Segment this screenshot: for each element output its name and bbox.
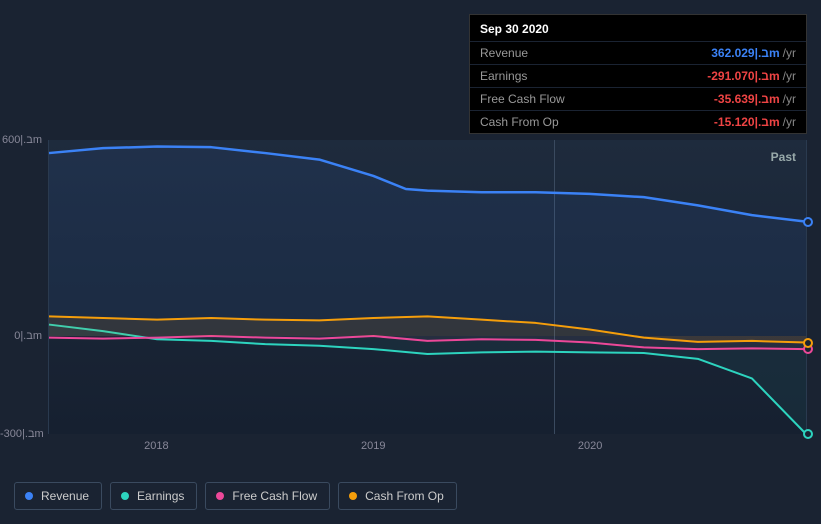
series-area-revenue	[49, 147, 806, 336]
legend-label: Revenue	[41, 489, 89, 503]
y-axis-label: 600|.בm	[0, 134, 46, 146]
tooltip-date: Sep 30 2020	[470, 15, 806, 41]
x-axis-label: 2019	[361, 440, 385, 452]
legend-item-earnings[interactable]: Earnings	[110, 482, 197, 510]
tooltip-unit: /yr	[783, 69, 796, 83]
legend-dot-icon	[25, 492, 33, 500]
tooltip-label: Earnings	[480, 69, 707, 83]
tooltip-value: -291.070|.בm	[707, 69, 779, 83]
tooltip-row: Free Cash Flow-35.639|.בm/yr	[470, 87, 806, 110]
y-axis-label: 0|.בm	[0, 330, 46, 342]
legend-dot-icon	[349, 492, 357, 500]
data-tooltip: Sep 30 2020 Revenue362.029|.בm/yrEarning…	[469, 14, 807, 134]
tooltip-unit: /yr	[783, 92, 796, 106]
x-axis-label: 2020	[578, 440, 602, 452]
legend-label: Cash From Op	[365, 489, 444, 503]
tooltip-unit: /yr	[783, 46, 796, 60]
tooltip-label: Free Cash Flow	[480, 92, 714, 106]
series-endpoint-earnings	[803, 429, 813, 439]
legend-label: Earnings	[137, 489, 184, 503]
legend-item-cash-from-op[interactable]: Cash From Op	[338, 482, 457, 510]
y-axis-label: -300|.בm	[0, 428, 46, 440]
chart-svg	[49, 140, 806, 434]
chart-plot[interactable]: Past	[48, 140, 807, 434]
legend-dot-icon	[216, 492, 224, 500]
chart-area: 600|.בm 0|.בm -300|.בm Past 2018 2019 2020	[0, 120, 821, 474]
legend-item-revenue[interactable]: Revenue	[14, 482, 102, 510]
legend-label: Free Cash Flow	[232, 489, 317, 503]
legend-item-free-cash-flow[interactable]: Free Cash Flow	[205, 482, 330, 510]
tooltip-value: 362.029|.בm	[711, 46, 779, 60]
legend: Revenue Earnings Free Cash Flow Cash From O…	[14, 482, 457, 510]
x-axis-label: 2018	[144, 440, 168, 452]
series-endpoint-cash-from-op	[803, 338, 813, 348]
legend-dot-icon	[121, 492, 129, 500]
tooltip-value: -35.639|.בm	[714, 92, 780, 106]
tooltip-label: Revenue	[480, 46, 711, 60]
tooltip-row: Earnings-291.070|.בm/yr	[470, 64, 806, 87]
tooltip-row: Revenue362.029|.בm/yr	[470, 41, 806, 64]
series-endpoint-revenue	[803, 217, 813, 227]
